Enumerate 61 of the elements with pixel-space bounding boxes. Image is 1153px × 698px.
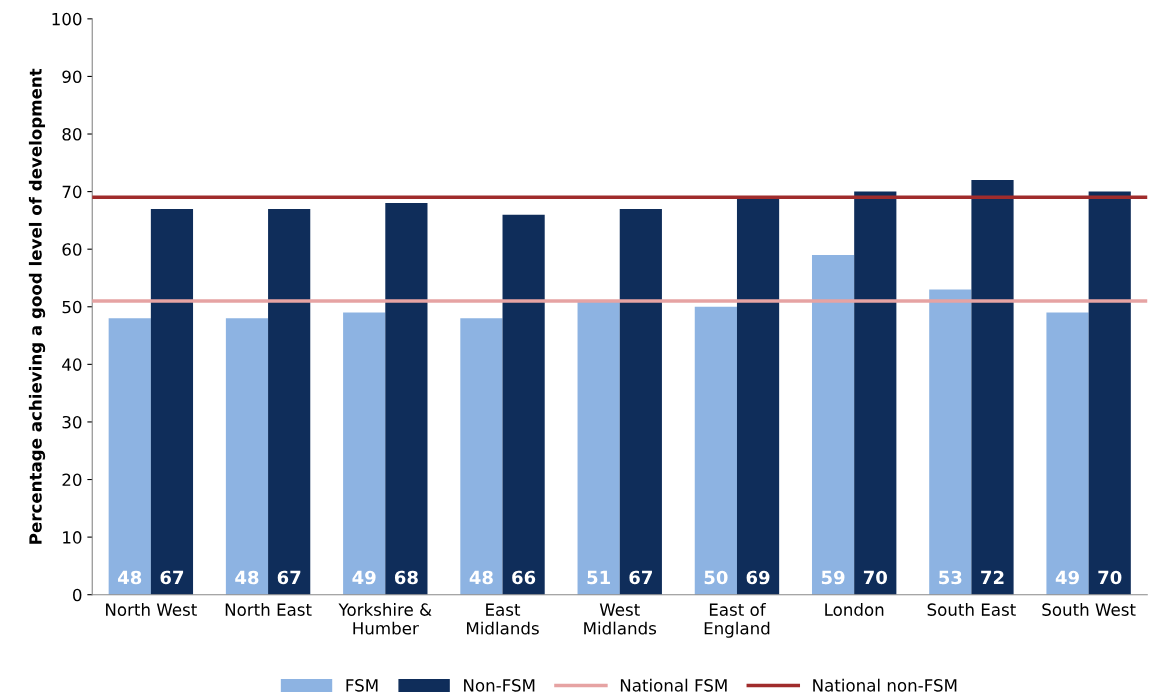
x-tick-label: North East (225, 603, 312, 616)
legend-label: National non-FSM (813, 678, 957, 692)
data-label: 53 (939, 570, 962, 585)
data-label: 59 (821, 570, 845, 585)
bar (343, 312, 386, 595)
x-tick-label: London (825, 603, 884, 616)
data-label: 48 (235, 570, 259, 585)
bar (929, 289, 972, 595)
bar (694, 306, 737, 595)
y-tick-label: 10 (63, 531, 82, 544)
legend-label: Non-FSM (464, 679, 535, 692)
data-label: 48 (118, 570, 142, 585)
y-tick-label: 0 (73, 588, 82, 602)
data-label: 67 (277, 570, 301, 585)
data-label: 72 (981, 570, 1004, 585)
data-label: 68 (394, 570, 418, 585)
bar (502, 214, 545, 595)
bar (619, 208, 662, 595)
data-label: 66 (512, 570, 536, 585)
x-tick-label: West Midlands (584, 603, 657, 635)
bar (108, 318, 151, 595)
y-tick-label: 50 (62, 300, 82, 314)
bar (971, 180, 1014, 595)
bar (577, 301, 620, 595)
bar (225, 318, 269, 595)
x-tick-label: Yorkshire & Humber (338, 603, 432, 635)
bar (736, 197, 780, 595)
x-tick-label: North West (106, 603, 197, 616)
data-label: 51 (587, 570, 610, 585)
data-label: 67 (629, 570, 652, 585)
bar (385, 203, 428, 595)
x-tick-label: East of England (704, 603, 770, 638)
bar (268, 208, 311, 595)
y-tick-label: 30 (62, 415, 82, 429)
data-label: 48 (469, 570, 493, 585)
y-tick-label: 90 (62, 70, 82, 83)
y-axis-title: Percentage achieving a good level of development (28, 68, 46, 544)
data-label: 69 (746, 570, 770, 585)
y-tick-label: 60 (62, 243, 82, 256)
y-tick-label: 100 (52, 12, 82, 26)
legend-label: National FSM (620, 678, 727, 692)
x-tick-label: South West (1042, 603, 1136, 616)
x-tick-label: South East (927, 603, 1016, 616)
bar (1088, 191, 1131, 595)
data-label: 70 (863, 570, 887, 585)
bar (811, 254, 855, 595)
y-tick-label: 40 (62, 358, 82, 371)
data-label: 70 (1098, 570, 1122, 585)
data-label: 67 (160, 570, 184, 585)
bar (150, 208, 194, 595)
legend-label: FSM (346, 679, 378, 692)
x-tick-label: East Midlands (467, 603, 539, 635)
y-tick-label: 20 (62, 473, 82, 487)
data-label: 49 (1055, 570, 1079, 585)
data-label: 50 (704, 570, 728, 585)
bar (1046, 312, 1089, 595)
data-label: 49 (352, 570, 376, 585)
bar (460, 318, 503, 595)
y-tick-label: 70 (62, 185, 82, 199)
y-tick-label: 80 (62, 127, 82, 141)
bar (854, 191, 897, 595)
